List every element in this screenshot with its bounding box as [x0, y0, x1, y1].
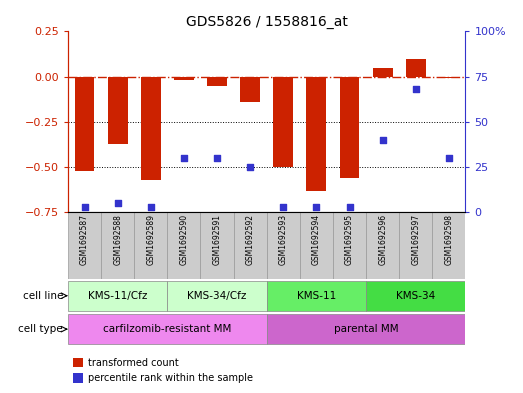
- Text: cell line: cell line: [22, 291, 63, 301]
- Bar: [108, 77, 128, 143]
- Bar: [68, 281, 167, 311]
- Point: [146, 204, 155, 210]
- Bar: [234, 212, 267, 279]
- Bar: [167, 281, 267, 311]
- Text: GSM1692591: GSM1692591: [212, 214, 222, 265]
- Text: GSM1692597: GSM1692597: [411, 214, 420, 265]
- Text: GSM1692593: GSM1692593: [279, 214, 288, 265]
- Point: [180, 155, 188, 161]
- Bar: [274, 77, 293, 167]
- Point: [379, 137, 387, 143]
- Bar: [174, 77, 194, 80]
- Bar: [366, 281, 465, 311]
- Point: [412, 86, 420, 92]
- Point: [81, 204, 89, 210]
- Title: GDS5826 / 1558816_at: GDS5826 / 1558816_at: [186, 15, 348, 29]
- Point: [113, 200, 122, 206]
- Bar: [101, 212, 134, 279]
- Text: GSM1692587: GSM1692587: [80, 214, 89, 265]
- Bar: [399, 212, 433, 279]
- Text: KMS-34/Cfz: KMS-34/Cfz: [187, 291, 247, 301]
- Bar: [240, 77, 260, 102]
- Text: KMS-11/Cfz: KMS-11/Cfz: [88, 291, 147, 301]
- Text: parental MM: parental MM: [334, 324, 399, 334]
- Bar: [439, 77, 459, 79]
- Bar: [141, 77, 161, 180]
- Bar: [433, 212, 465, 279]
- Text: percentile rank within the sample: percentile rank within the sample: [88, 373, 253, 383]
- Text: KMS-34: KMS-34: [396, 291, 436, 301]
- Point: [345, 204, 354, 210]
- Text: GSM1692589: GSM1692589: [146, 214, 155, 265]
- Text: carfilzomib-resistant MM: carfilzomib-resistant MM: [103, 324, 232, 334]
- Text: GSM1692590: GSM1692590: [179, 214, 188, 265]
- Bar: [373, 68, 393, 77]
- Point: [445, 155, 453, 161]
- Bar: [300, 212, 333, 279]
- Bar: [134, 212, 167, 279]
- Bar: [267, 314, 465, 344]
- Point: [279, 204, 288, 210]
- Bar: [167, 212, 200, 279]
- Point: [213, 155, 221, 161]
- Text: KMS-11: KMS-11: [297, 291, 336, 301]
- Bar: [75, 77, 95, 171]
- Text: GSM1692596: GSM1692596: [378, 214, 387, 265]
- Text: GSM1692594: GSM1692594: [312, 214, 321, 265]
- Text: GSM1692588: GSM1692588: [113, 214, 122, 265]
- Bar: [406, 59, 426, 77]
- Text: GSM1692595: GSM1692595: [345, 214, 354, 265]
- Text: cell type: cell type: [18, 324, 63, 334]
- Bar: [68, 212, 101, 279]
- Bar: [68, 314, 267, 344]
- Bar: [333, 212, 366, 279]
- Bar: [200, 212, 234, 279]
- Text: GSM1692598: GSM1692598: [445, 214, 453, 265]
- Bar: [267, 212, 300, 279]
- Text: GSM1692592: GSM1692592: [246, 214, 255, 265]
- Bar: [306, 77, 326, 191]
- Point: [312, 204, 321, 210]
- Bar: [207, 77, 227, 86]
- Text: transformed count: transformed count: [88, 358, 179, 367]
- Bar: [339, 77, 359, 178]
- Bar: [267, 281, 366, 311]
- Bar: [366, 212, 399, 279]
- Point: [246, 164, 254, 170]
